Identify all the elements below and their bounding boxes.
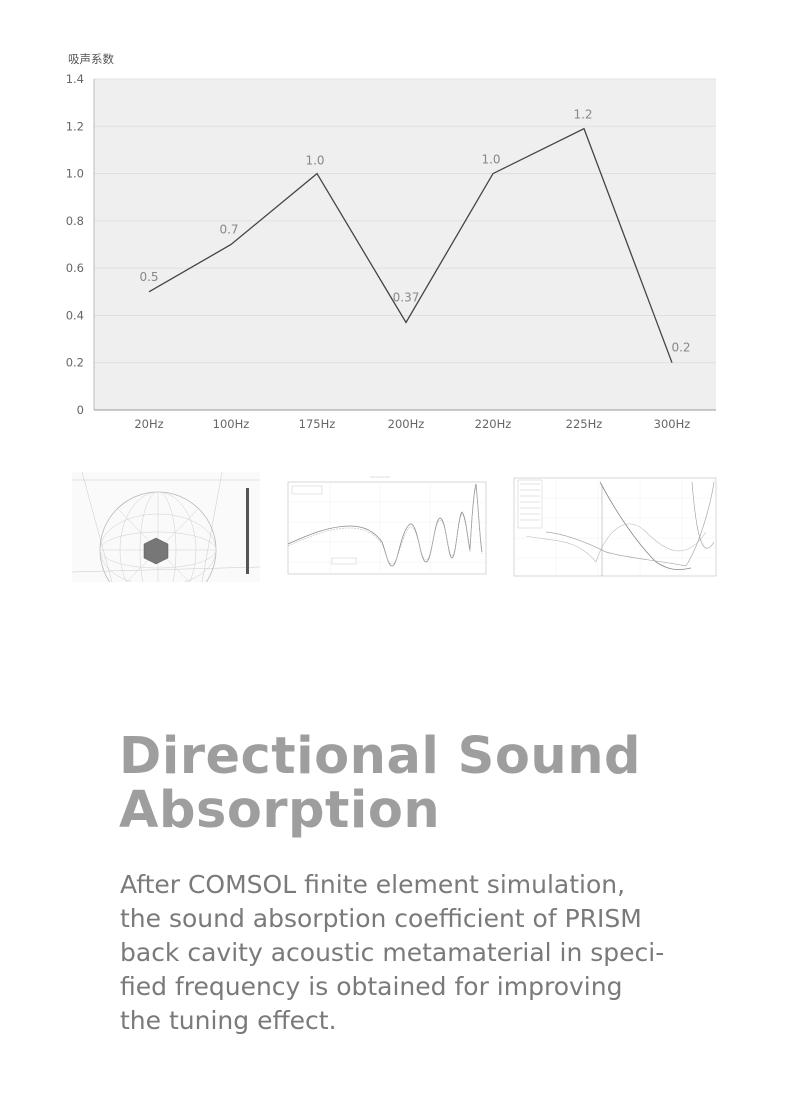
description-line-4: fied frequency is obtained for improving [120,972,623,1001]
sphere-mesh-thumbnail: · [72,472,260,582]
y-tick-label: 0 [77,403,84,417]
svg-text:·: · [74,477,75,481]
y-tick-label: 1.2 [66,119,84,133]
data-label: 0.2 [671,341,690,355]
absorption-curve-image [270,472,492,582]
x-tick-label: 100Hz [213,417,250,431]
chart-svg: 0 0.2 0.4 0.6 0.8 1.0 1.2 1.4 吸声系数 20Hz 100Hz 175Hz… [66,52,716,431]
y-tick-label: 0.4 [66,308,84,322]
section-headline: Directional Sound Absorption [119,730,759,838]
y-tick-label: 1.4 [66,72,84,86]
description-line-1: After COMSOL finite element simulation, [120,870,626,899]
data-label: 1.2 [573,108,592,122]
absorption-curve-thumbnail [270,472,492,582]
x-tick-label: 175Hz [299,417,336,431]
description-paragraph: After COMSOL finite element simulation, … [120,868,720,1038]
y-tick-label: 0.6 [66,261,84,275]
x-tick-label: 225Hz [566,417,603,431]
simulation-thumbnails: · [0,472,790,584]
x-tick-label: 200Hz [388,417,425,431]
multi-series-thumbnail [506,472,718,582]
y-axis-title: 吸声系数 [68,52,114,66]
sphere-mesh-image: · [72,472,260,582]
x-tick-label: 300Hz [654,417,691,431]
x-tick-label: 220Hz [475,417,512,431]
absorption-coefficient-chart: 0 0.2 0.4 0.6 0.8 1.0 1.2 1.4 吸声系数 20Hz 100Hz 175Hz… [0,0,790,440]
multi-series-image [506,472,718,582]
y-tick-label: 0.8 [66,214,84,228]
description-line-3: back cavity acoustic metamaterial in spe… [120,938,665,967]
data-label: 0.5 [139,270,158,284]
description-line-2: the sound absorption coefficient of PRIS… [120,904,642,933]
data-label: 1.0 [481,153,500,167]
description-line-5: the tuning effect. [120,1006,337,1035]
data-label: 0.37 [393,291,420,305]
y-tick-label: 1.0 [66,167,84,181]
data-label: 0.7 [219,223,238,237]
plot-area [94,79,716,410]
x-tick-label: 20Hz [134,417,163,431]
y-tick-label: 0.2 [66,356,84,370]
headline-line-1: Directional Sound [119,727,642,786]
data-label: 1.0 [305,154,324,168]
headline-line-2: Absorption [119,781,441,840]
